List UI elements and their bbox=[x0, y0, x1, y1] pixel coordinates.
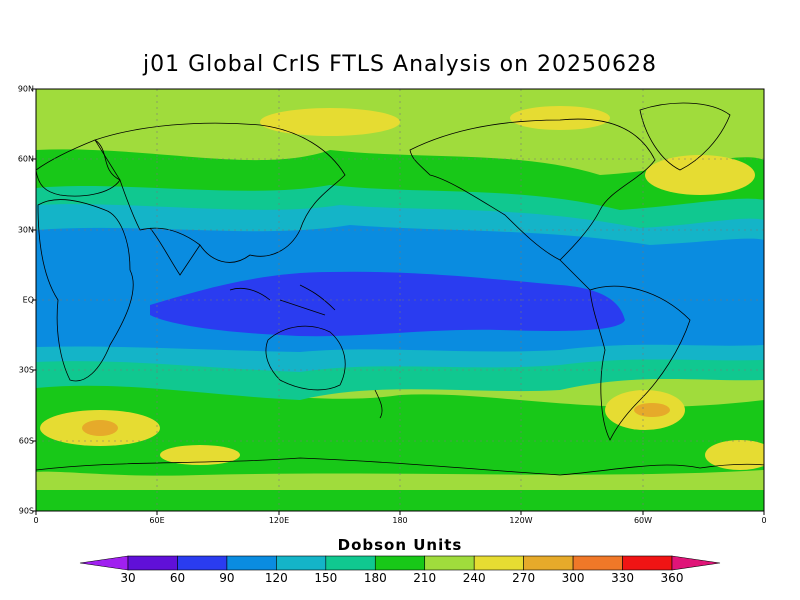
coastlines bbox=[36, 102, 764, 476]
lon-label: 0 bbox=[33, 516, 39, 525]
lon-label: 120W bbox=[509, 516, 533, 525]
colorbar-swatch bbox=[374, 555, 426, 571]
lat-label: 90S bbox=[18, 506, 34, 516]
lat-label: 30S bbox=[18, 365, 34, 375]
lon-label: 0 bbox=[761, 516, 767, 525]
colorbar-swatch bbox=[127, 555, 178, 571]
colorbar-tick-label: 180 bbox=[363, 571, 387, 585]
axis-ticks bbox=[32, 88, 765, 515]
colorbar-tick-label: 300 bbox=[561, 571, 585, 585]
lon-label: 60E bbox=[149, 516, 165, 525]
colorbar-tick-label: 270 bbox=[512, 571, 536, 585]
colorbar-swatch bbox=[177, 555, 228, 571]
colorbar-swatch bbox=[276, 555, 327, 571]
colorbar-tick-label: 150 bbox=[314, 571, 338, 585]
map-title: j01 Global CrIS FTLS Analysis on 2025062… bbox=[142, 52, 658, 77]
colorbar-swatch bbox=[473, 555, 524, 571]
colorbar-swatch bbox=[325, 555, 376, 571]
colorbar-low-arrow bbox=[79, 555, 129, 571]
colorbar-high-arrow bbox=[671, 555, 721, 571]
colorbar-tick-label: 120 bbox=[264, 571, 288, 585]
lat-label: 30N bbox=[17, 225, 34, 235]
colorbar-tick-label: 240 bbox=[462, 571, 486, 585]
colorbar-tick-label: 60 bbox=[169, 571, 186, 585]
colorbar-swatch bbox=[622, 555, 673, 571]
colorbar-swatch bbox=[424, 555, 475, 571]
colorbar-swatch bbox=[226, 555, 277, 571]
lon-label: 60W bbox=[633, 516, 653, 525]
lat-label: 60S bbox=[18, 436, 34, 446]
lon-label: 120E bbox=[268, 516, 290, 525]
colorbar-tick-label: 360 bbox=[660, 571, 684, 585]
lat-label: EQ bbox=[22, 295, 34, 305]
lon-label: 180 bbox=[392, 516, 408, 525]
colorbar-tick-label: 30 bbox=[120, 571, 136, 585]
colorbar-tick-label: 90 bbox=[219, 571, 235, 585]
colorbar-tick-label: 330 bbox=[611, 571, 634, 585]
graticule bbox=[36, 89, 764, 511]
colorbar bbox=[79, 555, 721, 571]
colorbar-swatch bbox=[523, 555, 574, 571]
lat-label: 60N bbox=[17, 154, 34, 164]
colorbar-title: Dobson Units bbox=[337, 536, 463, 554]
colorbar-tick-label: 210 bbox=[413, 571, 437, 585]
colorbar-swatch bbox=[572, 555, 623, 571]
lat-label: 90N bbox=[17, 84, 34, 94]
